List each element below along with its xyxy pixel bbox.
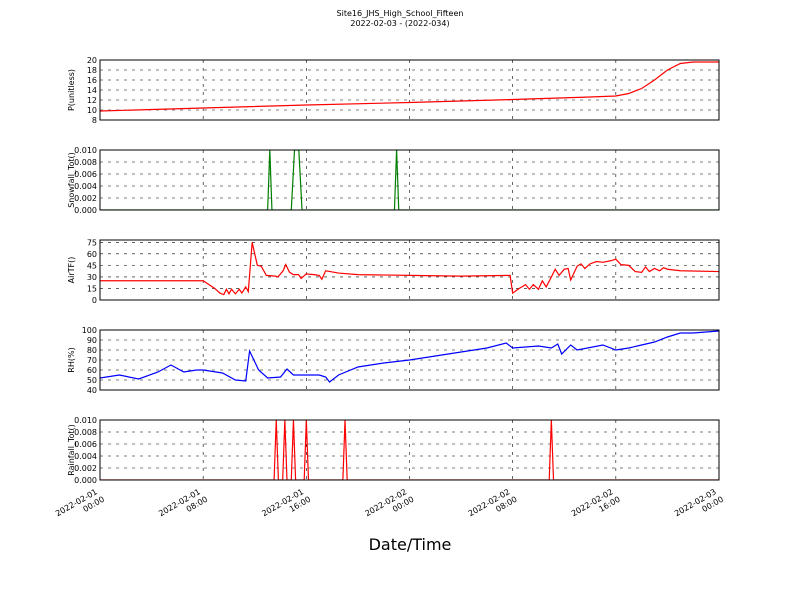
x-tick-label: 2022-02-03 00:00 [673,486,725,527]
y-axis-label: AirTF() [67,257,76,284]
y-tick-label: 0.002 [74,194,97,203]
y-tick-label: 70 [87,356,97,365]
y-tick-label: 75 [87,238,97,247]
y-tick-label: 60 [87,250,97,259]
y-tick-label: 0.008 [74,428,97,437]
plot-frame [99,59,720,121]
plot-area [100,242,719,296]
y-tick-label: 10 [87,106,97,115]
y-axis-label: P(unitless) [67,69,76,111]
y-tick-label: 0 [92,296,97,305]
plot-area [100,61,719,112]
plot-frame [99,149,720,211]
y-tick-label: 0.006 [74,440,97,449]
y-tick-label: 14 [87,86,97,95]
plot-frame [99,329,720,391]
plot-frame [99,239,720,301]
x-tick-label: 2022-02-02 16:00 [570,486,622,527]
y-tick-label: 0.010 [74,146,97,155]
y-tick-label: 0.004 [74,182,97,191]
data-line [100,330,719,383]
y-tick-label: 15 [87,284,97,293]
y-axis-label: RH(%) [67,347,76,372]
y-tick-label: 90 [87,336,97,345]
y-tick-label: 20 [87,56,97,65]
y-tick-label: 0.004 [74,452,97,461]
y-tick-label: 0.000 [74,476,97,485]
x-tick-label: 2022-02-01 00:00 [54,486,106,527]
y-tick-label: 50 [87,376,97,385]
y-tick-label: 0.010 [74,416,97,425]
data-line [100,242,719,296]
y-tick-label: 80 [87,346,97,355]
y-tick-label: 40 [87,386,97,395]
chart-subtitle: 2022-02-03 - (2022-034) [350,19,449,28]
y-axis-label: Snowfall_Tot() [67,152,76,208]
chart-title: Site16_JHS_High_School_Fifteen [337,9,464,18]
x-tick-label: 2022-02-02 00:00 [364,486,416,527]
x-tick-label: 2022-02-02 08:00 [467,486,519,527]
y-tick-label: 16 [87,76,97,85]
y-tick-label: 45 [87,261,97,270]
plot-area [100,330,719,383]
plot-frame [99,419,720,481]
data-line [100,61,719,112]
x-axis-label: Date/Time [369,535,452,554]
y-tick-label: 30 [87,273,97,282]
y-tick-label: 100 [82,326,97,335]
y-tick-label: 0.006 [74,170,97,179]
x-tick-label: 2022-02-01 16:00 [260,486,312,527]
y-tick-label: 60 [87,366,97,375]
x-tick-label: 2022-02-01 08:00 [157,486,209,527]
y-tick-label: 8 [92,116,97,125]
y-tick-label: 0.000 [74,206,97,215]
y-tick-label: 0.008 [74,158,97,167]
plot-area [100,150,719,210]
data-line [100,150,719,210]
y-tick-label: 12 [87,96,97,105]
y-tick-label: 0.002 [74,464,97,473]
y-axis-label: Rainfall_Tot() [67,424,76,476]
y-tick-label: 18 [87,66,97,75]
